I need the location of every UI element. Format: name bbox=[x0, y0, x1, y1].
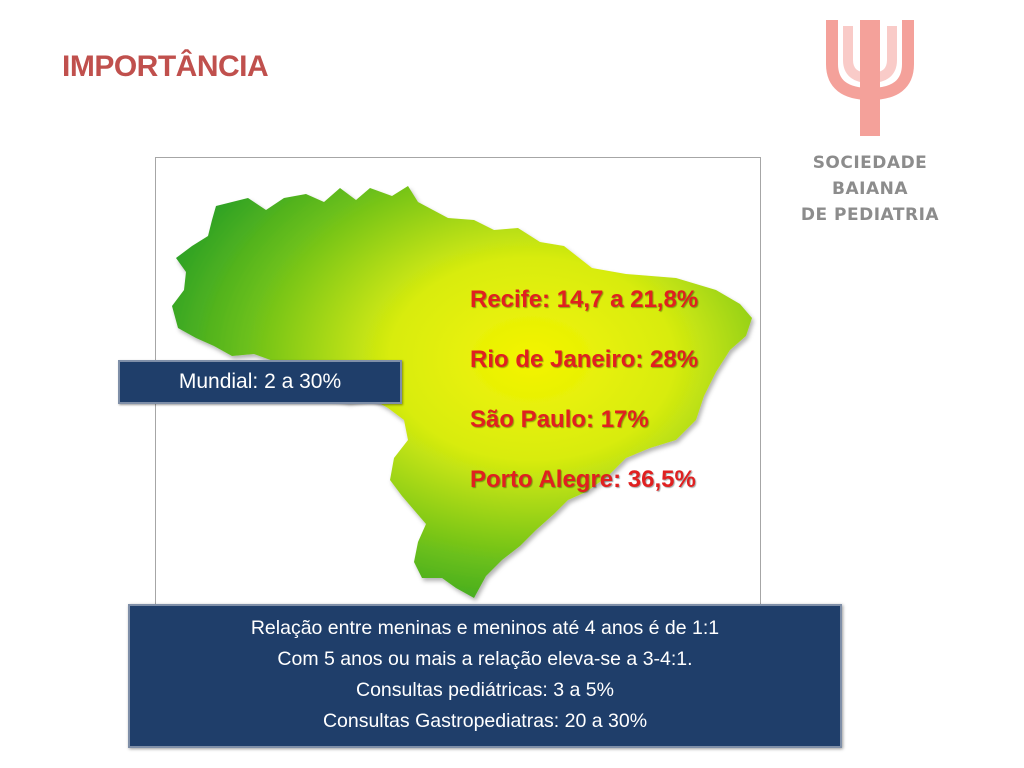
logo-line-2: BAIANA bbox=[832, 179, 908, 199]
stat-porto-alegre: Porto Alegre: 36,5% bbox=[470, 466, 696, 493]
info-line: Relação entre meninas e meninos até 4 an… bbox=[250, 617, 720, 639]
info-box: Relação entre meninas e meninos até 4 an… bbox=[128, 604, 842, 748]
sociedade-baiana-logo: SOCIEDADE BAIANA DE PEDIATRIA bbox=[790, 18, 950, 233]
logo-line-1: SOCIEDADE bbox=[812, 153, 928, 173]
info-line: Consultas pediátricas: 3 a 5% bbox=[356, 679, 614, 701]
mundial-box: Mundial: 2 a 30% bbox=[118, 360, 402, 404]
city-stats: Recife: 14,7 a 21,8% Rio de Janeiro: 28%… bbox=[470, 270, 698, 510]
slide-title: IMPORTÂNCIA bbox=[62, 50, 269, 83]
pediatria-symbol-icon bbox=[826, 20, 914, 136]
info-line: Consultas Gastropediatras: 20 a 30% bbox=[322, 710, 648, 732]
info-line: Com 5 anos ou mais a relação eleva-se a … bbox=[277, 648, 693, 670]
stat-recife: Recife: 14,7 a 21,8% bbox=[470, 286, 699, 313]
stat-sao-paulo: São Paulo: 17% bbox=[470, 406, 649, 433]
logo-line-3: DE PEDIATRIA bbox=[800, 205, 940, 225]
brazil-map-image bbox=[172, 186, 752, 598]
stat-rio-de-janeiro: Rio de Janeiro: 28% bbox=[470, 346, 699, 373]
